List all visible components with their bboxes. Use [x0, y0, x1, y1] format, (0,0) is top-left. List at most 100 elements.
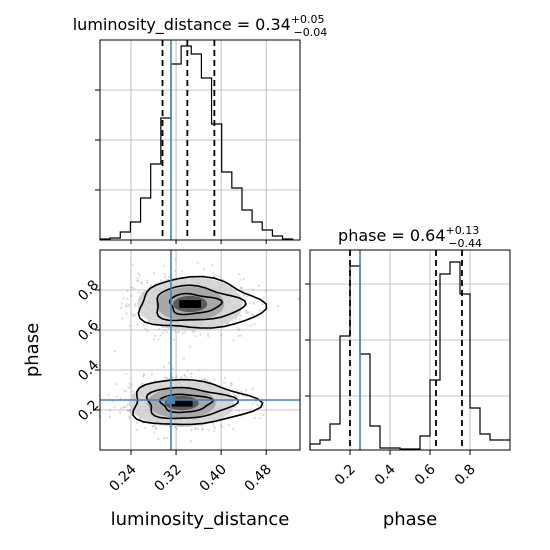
- contour-line: [156, 284, 247, 322]
- scatter-point: [128, 417, 131, 420]
- scatter-point: [252, 288, 255, 291]
- luminosity-distance-title: luminosity_distance = 0.34+0.05 −0.04: [73, 13, 328, 39]
- scatter-point: [244, 389, 247, 392]
- scatter-point: [130, 286, 133, 289]
- scatter-point: [186, 369, 189, 372]
- x-tick-label: 0.6: [412, 461, 439, 488]
- scatter-point: [146, 279, 149, 282]
- scatter-point: [154, 334, 157, 337]
- scatter-point: [136, 421, 139, 424]
- scatter-point: [136, 277, 139, 280]
- scatter-point: [141, 382, 144, 385]
- scatter-point: [122, 405, 125, 408]
- x-tick-label: 0.8: [452, 462, 479, 489]
- scatter-point: [249, 302, 252, 305]
- scatter-point: [165, 437, 168, 440]
- scatter-point: [228, 414, 231, 417]
- scatter-point: [242, 294, 245, 297]
- joint-scatter-panel: 0.24 0.32 0.40 0.48 0.2 0.4 0.6 0.8: [75, 249, 301, 495]
- scatter-point: [177, 331, 180, 334]
- scatter-point: [229, 381, 233, 384]
- scatter-point: [201, 427, 204, 430]
- scatter-point: [120, 407, 123, 410]
- scatter-point: [189, 345, 192, 348]
- scatter-point: [163, 273, 166, 276]
- scatter-point: [237, 409, 241, 412]
- scatter-point: [181, 331, 184, 334]
- scatter-point: [232, 320, 235, 323]
- panel-frame: [99, 39, 301, 241]
- scatter-point: [113, 406, 116, 409]
- scatter-point: [183, 373, 186, 376]
- scatter-point: [174, 426, 177, 429]
- scatter-point: [134, 305, 137, 308]
- scatter-point: [142, 374, 146, 377]
- density-peak: [179, 300, 201, 308]
- scatter-point: [137, 272, 140, 275]
- scatter-point: [167, 362, 170, 365]
- luminosity-distance-histogram-panel: [95, 39, 301, 244]
- scatter-point: [163, 329, 166, 332]
- scatter-point: [157, 437, 160, 441]
- scatter-point: [253, 302, 256, 305]
- scatter-point: [231, 412, 234, 415]
- scatter-point: [227, 322, 230, 325]
- scatter-point: [203, 377, 206, 380]
- scatter-point: [125, 372, 128, 375]
- scatter-point: [128, 415, 131, 418]
- scatter-point: [108, 415, 111, 418]
- scatter-point: [230, 382, 233, 386]
- scatter-point: [140, 281, 143, 284]
- y-tick-label: 0.2: [75, 397, 102, 424]
- contour-line: [158, 393, 214, 414]
- scatter-point: [128, 303, 131, 306]
- scatter-point: [254, 400, 257, 403]
- scatter-point: [136, 323, 139, 326]
- scatter-point: [239, 278, 242, 281]
- scatter-point: [128, 324, 132, 327]
- scatter-point: [122, 389, 125, 392]
- scatter-point: [238, 318, 241, 321]
- scatter-point: [262, 405, 265, 408]
- scatter-point: [233, 393, 236, 396]
- scatter-point: [168, 275, 171, 278]
- scatter-point: [130, 286, 133, 289]
- scatter-point: [152, 338, 156, 341]
- scatter-point: [120, 306, 123, 310]
- scatter-point: [152, 271, 155, 275]
- scatter-point: [125, 302, 128, 305]
- y-axis-label: phase: [22, 323, 43, 377]
- scatter-point: [139, 417, 142, 420]
- scatter-point: [131, 263, 134, 266]
- scatter-point: [189, 439, 192, 443]
- scatter-point: [234, 394, 237, 397]
- scatter-point: [251, 402, 254, 405]
- scatter-point: [144, 427, 147, 430]
- scatter-point: [249, 324, 252, 327]
- scatter-point: [190, 372, 193, 375]
- scatter-point: [257, 284, 260, 287]
- contour-line: [145, 386, 240, 420]
- scatter-point: [154, 379, 157, 382]
- scatter-point: [113, 350, 116, 353]
- scatter-point: [213, 429, 216, 433]
- histogram-step-line: [309, 261, 510, 450]
- x-tick-label: 0.24: [106, 461, 139, 494]
- scatter-point: [158, 328, 161, 331]
- scatter-point: [131, 312, 134, 316]
- scatter-point: [201, 425, 204, 428]
- scatter-point: [184, 331, 187, 334]
- scatter-point: [235, 395, 239, 398]
- x-tick-label: 0.32: [152, 462, 185, 495]
- scatter-point: [146, 330, 149, 333]
- x-tick-label: 0.48: [242, 462, 275, 495]
- scatter-point: [165, 376, 168, 379]
- scatter-point: [162, 365, 165, 368]
- scatter-point: [220, 334, 223, 337]
- scatter-point: [258, 309, 261, 312]
- scatter-point: [207, 429, 210, 432]
- scatter-point: [212, 424, 215, 427]
- scatter-point: [196, 427, 199, 431]
- scatter-point: [264, 290, 268, 293]
- scatter-point: [163, 437, 166, 440]
